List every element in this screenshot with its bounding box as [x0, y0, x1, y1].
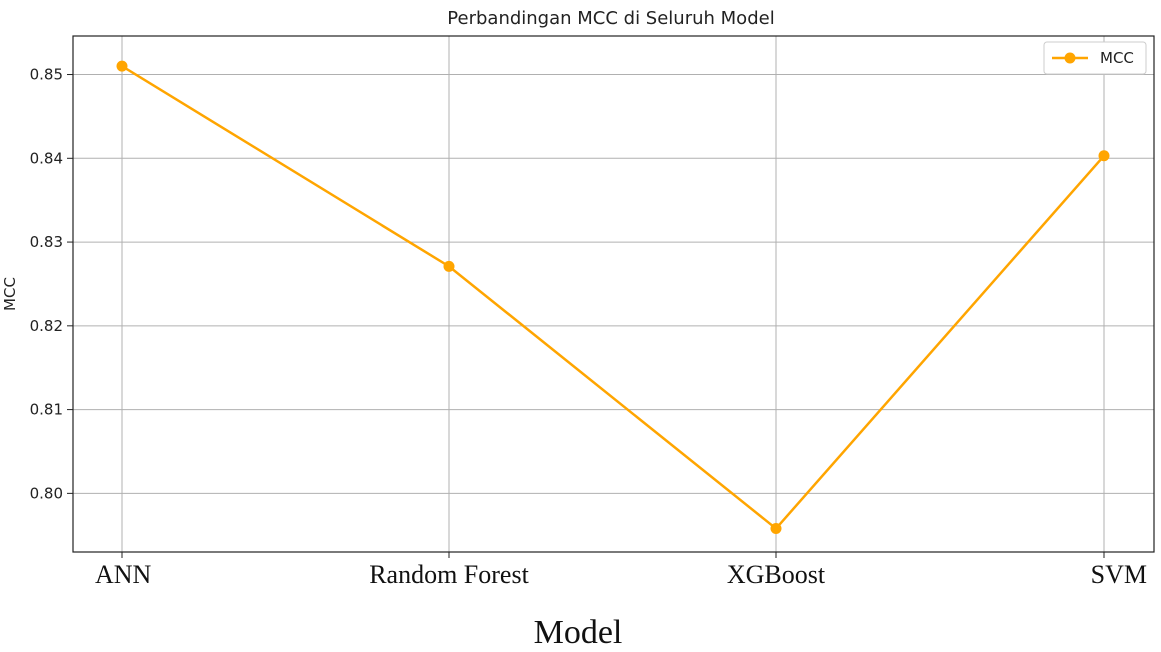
y-tick-label: 0.85 — [30, 66, 63, 84]
data-point — [443, 260, 455, 272]
y-tick-label: 0.81 — [30, 401, 63, 419]
x-tick-label: Random Forest — [369, 560, 529, 589]
x-tick-label: XGBoost — [727, 560, 826, 589]
y-tick-label: 0.83 — [30, 233, 63, 251]
series-line — [121, 65, 1105, 531]
y-axis-label: MCC — [1, 277, 19, 311]
y-tick-label: 0.84 — [30, 149, 63, 167]
x-tick-label: ANN — [95, 560, 152, 589]
y-axis: 0.80 0.81 0.82 0.83 0.84 0.85 — [30, 66, 73, 502]
y-tick-label: 0.82 — [30, 317, 63, 335]
legend: MCC — [1043, 41, 1147, 75]
plot-frame — [72, 35, 1155, 553]
y-tick-label: 0.80 — [30, 484, 63, 502]
legend-label: MCC — [1100, 49, 1134, 67]
legend-box — [1043, 41, 1147, 75]
chart-title: Perbandingan MCC di Seluruh Model — [447, 8, 774, 29]
data-point — [1098, 150, 1110, 162]
data-point — [116, 60, 128, 72]
grid-lines — [73, 36, 1154, 552]
data-point — [770, 523, 782, 535]
x-axis: ANN Random Forest XGBoost SVM — [95, 552, 1147, 589]
x-tick-label: SVM — [1091, 560, 1147, 589]
legend-point-marker — [1064, 52, 1076, 64]
data-layer — [116, 60, 1110, 535]
x-axis-label: Model — [534, 614, 623, 651]
